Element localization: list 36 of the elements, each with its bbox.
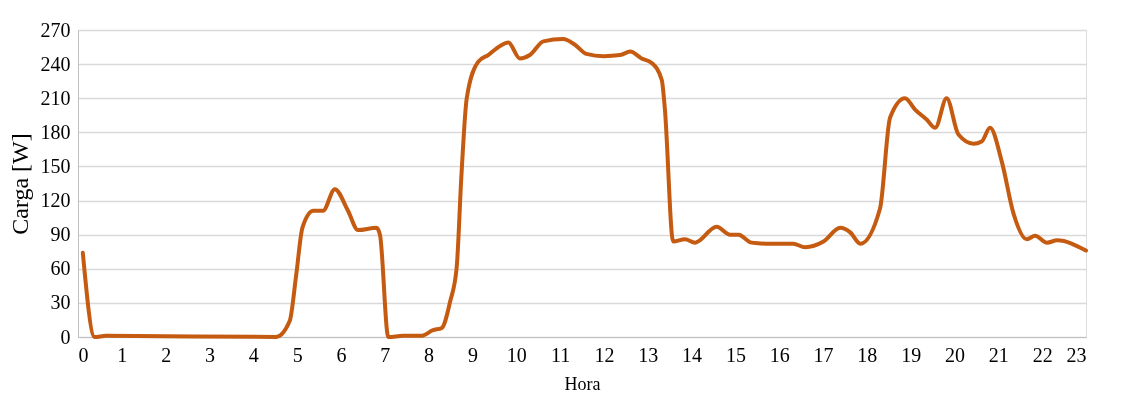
y-tick-label: 0 — [60, 325, 71, 348]
x-tick-label: 21 — [988, 343, 1009, 366]
y-axis-title: Carga [W] — [6, 133, 33, 235]
x-tick-label: 1 — [117, 343, 128, 366]
y-tick-label: 90 — [50, 223, 71, 246]
x-tick-label: 15 — [725, 343, 746, 366]
x-axis-title: Hora — [564, 373, 601, 394]
x-tick-label: 16 — [769, 343, 790, 366]
x-tick-label: 3 — [204, 343, 215, 366]
x-tick-label: 11 — [550, 343, 571, 366]
y-tick-label: 60 — [50, 257, 71, 280]
y-tick-label: 150 — [40, 154, 71, 177]
y-tick-label: 30 — [50, 291, 71, 314]
x-tick-label: 12 — [594, 343, 615, 366]
x-tick-label: 9 — [467, 343, 478, 366]
y-tick-label: 240 — [40, 52, 71, 75]
x-tick-label: 7 — [380, 343, 391, 366]
y-tick-label: 210 — [40, 86, 71, 109]
x-tick-label: 10 — [506, 343, 527, 366]
x-tick-label: 4 — [248, 343, 259, 366]
y-tick-label: 270 — [40, 18, 71, 41]
x-tick-label: 20 — [945, 343, 966, 366]
x-tick-label: 6 — [336, 343, 347, 366]
x-tick-label: 13 — [638, 343, 659, 366]
x-tick-label: 23 — [1066, 343, 1087, 366]
x-tick-label: 14 — [682, 343, 703, 366]
x-tick-label: 17 — [813, 343, 834, 366]
x-tick-label: 18 — [857, 343, 878, 366]
x-tick-label: 8 — [424, 343, 435, 366]
x-tick-label: 22 — [1032, 343, 1053, 366]
x-tick-label: 0 — [78, 343, 89, 366]
x-tick-label: 5 — [292, 343, 303, 366]
y-tick-label: 120 — [40, 189, 71, 212]
y-tick-label: 180 — [40, 120, 71, 143]
x-tick-label: 19 — [901, 343, 922, 366]
x-tick-label: 2 — [161, 343, 172, 366]
